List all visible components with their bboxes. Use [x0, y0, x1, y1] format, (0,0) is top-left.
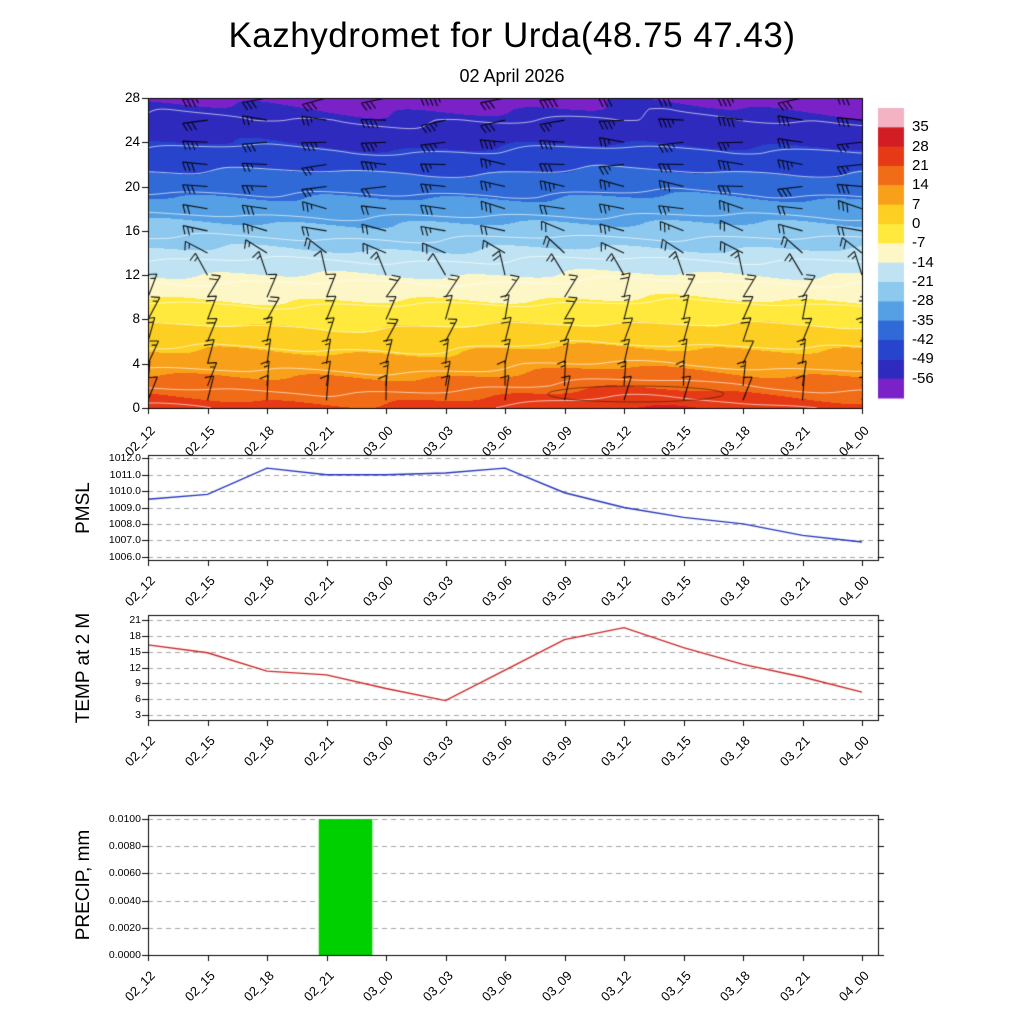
colorbar-tick-label: -49: [912, 350, 934, 368]
y-tick-label: 0.0040: [108, 894, 141, 907]
colorbar-tick-label: 14: [912, 176, 929, 194]
cross-section-canvas: [100, 88, 880, 416]
colorbar-tick-label: -35: [912, 311, 934, 329]
colorbar-tick-label: 21: [912, 157, 929, 174]
y-tick-label: 9: [135, 677, 141, 690]
y-tick-label: 8: [132, 311, 140, 327]
y-tick-label: 3: [135, 708, 141, 721]
y-tick-label: 0.0080: [108, 840, 141, 853]
colorbar-tick-label: -21: [912, 273, 934, 290]
y-tick-label: 0.0000: [108, 949, 141, 961]
y-tick-label: 1012.0: [108, 452, 141, 465]
precip-canvas: [100, 804, 900, 972]
colorbar-tick-label: 7: [912, 195, 921, 213]
colorbar-canvas: [874, 100, 908, 406]
y-tick-label: 1009.0: [108, 501, 141, 514]
colorbar-tick-label: -28: [912, 292, 934, 310]
colorbar-tick-label: -14: [912, 253, 934, 271]
y-tick-label: 12: [129, 661, 141, 674]
y-tick-label: 6: [135, 693, 141, 705]
precip-axis-title: PRECIP, mm: [73, 829, 94, 941]
pmsl-canvas: [100, 444, 900, 576]
y-tick-label: 15: [129, 645, 141, 658]
chart-subtitle: 02 April 2026: [459, 66, 565, 86]
chart-title: Kazhydromet for Urda(48.75 47.43): [228, 16, 796, 55]
y-tick-label: 0.0020: [108, 921, 141, 934]
y-tick-label: 20: [124, 178, 140, 194]
y-tick-label: 1006.0: [108, 550, 141, 563]
y-tick-label: 1007.0: [108, 534, 141, 547]
y-tick-label: 21: [129, 614, 141, 627]
colorbar-tick-label: -7: [912, 234, 926, 252]
y-tick-label: 0: [132, 400, 140, 415]
colorbar-tick-label: -56: [912, 369, 934, 387]
colorbar-tick-label: 35: [912, 118, 929, 136]
colorbar-tick-label: -42: [912, 331, 934, 348]
y-tick-label: 1010.0: [108, 485, 141, 498]
colorbar-tick-label: 0: [912, 215, 921, 232]
y-tick-label: 0.0100: [108, 813, 141, 826]
temp2m-axis-title: TEMP at 2 M: [73, 612, 94, 724]
y-tick-label: 24: [124, 134, 140, 150]
colorbar-tick-label: 28: [912, 137, 929, 155]
y-tick-label: 12: [124, 267, 140, 283]
y-tick-label: 1011.0: [109, 468, 141, 481]
y-tick-label: 0.0060: [108, 867, 141, 880]
y-tick-label: 28: [124, 90, 140, 105]
y-tick-label: 1008.0: [108, 517, 141, 530]
y-tick-label: 4: [132, 355, 140, 371]
pmsl-axis-title: PMSL: [73, 482, 94, 534]
y-tick-label: 18: [129, 630, 141, 642]
y-tick-label: 16: [124, 222, 140, 238]
temp2m-canvas: [100, 604, 900, 736]
